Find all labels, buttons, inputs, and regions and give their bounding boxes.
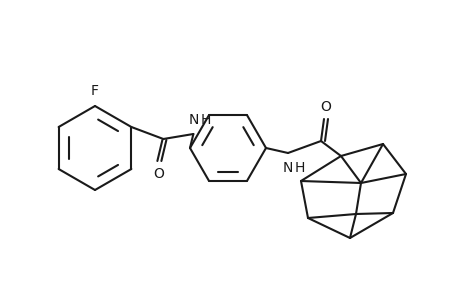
Text: F: F [91, 84, 99, 98]
Text: H: H [294, 161, 305, 175]
Text: N: N [282, 161, 292, 175]
Text: H: H [200, 113, 210, 127]
Text: N: N [188, 113, 198, 127]
Text: O: O [320, 100, 331, 114]
Text: O: O [152, 167, 163, 181]
